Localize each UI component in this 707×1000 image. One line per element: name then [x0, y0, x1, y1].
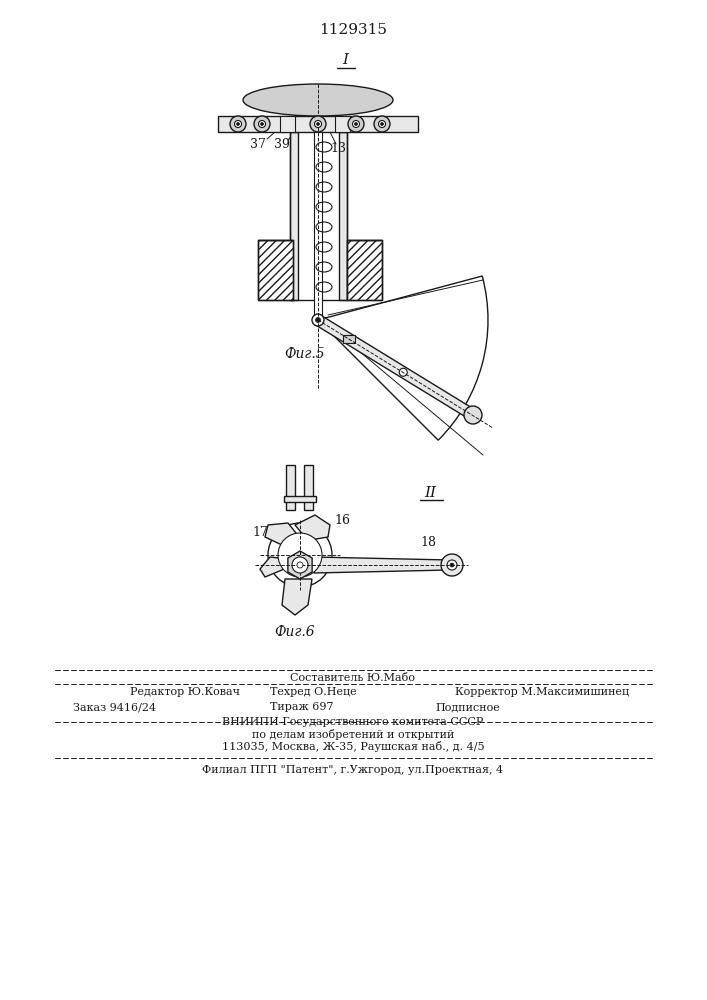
- Circle shape: [354, 122, 358, 125]
- Text: II: II: [424, 486, 436, 500]
- Polygon shape: [260, 557, 288, 577]
- Text: по делам изобретений и открытий: по делам изобретений и открытий: [252, 730, 454, 740]
- Text: 18: 18: [420, 536, 436, 550]
- Circle shape: [254, 116, 270, 132]
- Text: 1129315: 1129315: [319, 23, 387, 37]
- Bar: [258, 240, 293, 300]
- Circle shape: [268, 523, 332, 587]
- Circle shape: [441, 554, 463, 576]
- Text: Тираж 697: Тираж 697: [270, 702, 334, 712]
- Circle shape: [297, 562, 303, 568]
- Polygon shape: [288, 551, 312, 579]
- Text: 13: 13: [330, 142, 346, 155]
- Text: 37: 37: [250, 137, 266, 150]
- Circle shape: [310, 116, 326, 132]
- Bar: [304, 465, 313, 510]
- Text: ВНИИПИ Государственного комитета СССР: ВНИИПИ Государственного комитета СССР: [222, 717, 484, 727]
- Circle shape: [260, 122, 264, 125]
- Circle shape: [235, 120, 242, 127]
- Circle shape: [399, 368, 407, 376]
- Text: Редактор Ю.Ковач: Редактор Ю.Ковач: [130, 687, 240, 697]
- Polygon shape: [314, 557, 450, 573]
- Text: 39: 39: [274, 138, 290, 151]
- Circle shape: [374, 116, 390, 132]
- Text: 17: 17: [252, 526, 268, 538]
- Circle shape: [315, 318, 320, 322]
- Bar: [347, 240, 382, 300]
- Text: Подписное: Подписное: [435, 702, 500, 712]
- Circle shape: [348, 116, 364, 132]
- Circle shape: [237, 122, 240, 125]
- Circle shape: [292, 557, 308, 573]
- Polygon shape: [282, 579, 312, 615]
- Text: Корректор М.Максимишинец: Корректор М.Максимишинец: [455, 687, 629, 697]
- Bar: [347, 240, 382, 300]
- Bar: [218, 116, 418, 132]
- Text: Заказ 9416/24: Заказ 9416/24: [73, 702, 156, 712]
- Circle shape: [450, 563, 454, 567]
- Circle shape: [447, 560, 457, 570]
- Circle shape: [312, 314, 324, 326]
- Circle shape: [278, 533, 322, 577]
- Circle shape: [378, 120, 385, 127]
- Bar: [286, 465, 295, 510]
- Text: Фиг.6: Фиг.6: [275, 625, 315, 639]
- Bar: [284, 496, 316, 502]
- Text: 16: 16: [334, 514, 350, 526]
- Text: Фиг.5: Фиг.5: [285, 347, 325, 361]
- Circle shape: [380, 122, 383, 125]
- Circle shape: [464, 406, 482, 424]
- Text: Филиал ПГП "Патент", г.Ужгород, ул.Проектная, 4: Филиал ПГП "Патент", г.Ужгород, ул.Проек…: [202, 765, 503, 775]
- Ellipse shape: [243, 84, 393, 116]
- Text: 113035, Москва, Ж-35, Раушская наб., д. 4/5: 113035, Москва, Ж-35, Раушская наб., д. …: [222, 742, 484, 752]
- Circle shape: [230, 116, 246, 132]
- Text: Техред О.Неце: Техред О.Неце: [270, 687, 356, 697]
- Polygon shape: [295, 515, 330, 540]
- Circle shape: [353, 120, 359, 127]
- Circle shape: [317, 122, 320, 125]
- Text: Составитель Ю.Мабо: Составитель Ю.Мабо: [291, 673, 416, 683]
- Bar: [258, 240, 293, 300]
- Bar: [343, 335, 355, 343]
- Bar: [290, 132, 298, 300]
- Polygon shape: [315, 315, 476, 420]
- Polygon shape: [335, 116, 350, 132]
- Polygon shape: [280, 116, 295, 132]
- Text: I: I: [342, 53, 348, 67]
- Bar: [314, 132, 322, 320]
- Circle shape: [315, 120, 322, 127]
- Circle shape: [259, 120, 266, 127]
- Polygon shape: [265, 523, 296, 545]
- Bar: [339, 132, 347, 300]
